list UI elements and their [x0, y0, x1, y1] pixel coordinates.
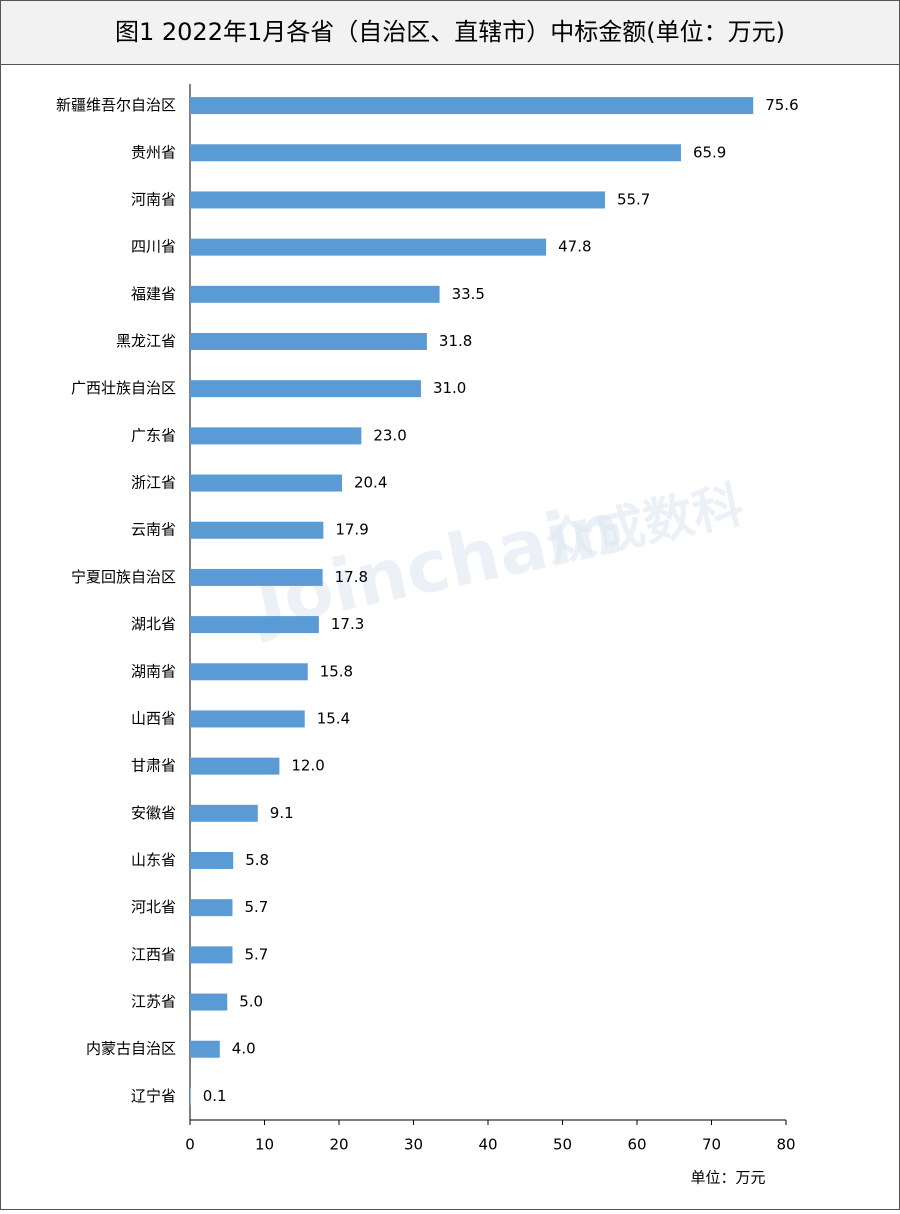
bar — [190, 380, 421, 398]
y-tick-label: 甘肃省 — [131, 757, 176, 775]
value-label: 5.7 — [244, 945, 268, 963]
y-tick-label: 湖北省 — [131, 615, 176, 633]
bar — [190, 804, 258, 822]
value-label: 0.1 — [203, 1087, 227, 1105]
bar — [190, 144, 681, 162]
y-tick-label: 广西壮族自治区 — [71, 379, 176, 397]
value-label: 31.0 — [433, 379, 466, 397]
y-tick-label: 湖南省 — [131, 662, 176, 680]
value-label: 9.1 — [270, 804, 294, 822]
y-tick-label: 江苏省 — [131, 993, 176, 1011]
value-label: 4.0 — [232, 1040, 256, 1058]
bar — [190, 427, 362, 445]
x-axis-label: 单位：万元 — [690, 1169, 765, 1187]
title-bar — [0, 0, 900, 65]
bar — [190, 238, 547, 256]
y-tick-label: 河北省 — [131, 898, 176, 916]
value-label: 15.8 — [320, 662, 353, 680]
value-label: 15.4 — [317, 709, 350, 727]
x-tick-label: 50 — [553, 1136, 572, 1154]
y-tick-label: 山东省 — [131, 851, 176, 869]
bar — [190, 333, 427, 350]
bar — [190, 521, 324, 539]
bar — [190, 663, 308, 681]
bar — [190, 191, 605, 209]
y-tick-label: 贵州省 — [131, 143, 176, 161]
bar — [190, 757, 280, 775]
x-tick-label: 80 — [776, 1136, 795, 1154]
y-tick-label: 宁夏回族自治区 — [71, 568, 176, 586]
x-tick-label: 70 — [702, 1136, 721, 1154]
value-label: 55.7 — [617, 190, 650, 208]
bar — [190, 1087, 191, 1105]
x-tick-label: 40 — [478, 1136, 497, 1154]
bar — [190, 616, 319, 634]
bar — [190, 474, 342, 492]
y-tick-label: 广东省 — [131, 426, 176, 444]
x-tick-label: 20 — [329, 1136, 348, 1154]
y-tick-label: 安徽省 — [131, 804, 176, 822]
y-tick-label: 福建省 — [131, 285, 176, 303]
value-label: 33.5 — [452, 285, 485, 303]
value-label: 17.3 — [331, 615, 364, 633]
bar — [190, 97, 754, 115]
x-tick-label: 0 — [185, 1136, 195, 1154]
value-label: 5.0 — [239, 993, 263, 1011]
value-label: 75.6 — [765, 96, 798, 114]
value-label: 31.8 — [439, 332, 472, 350]
bar — [190, 946, 233, 964]
value-label: 12.0 — [291, 757, 324, 775]
bar — [190, 568, 323, 586]
y-tick-label: 山西省 — [131, 709, 176, 727]
value-label: 20.4 — [354, 474, 387, 492]
value-label: 5.8 — [245, 851, 269, 869]
y-tick-label: 河南省 — [131, 190, 176, 208]
bar — [190, 993, 228, 1011]
bar — [190, 1040, 220, 1058]
value-label: 5.7 — [244, 898, 268, 916]
bar — [190, 285, 440, 303]
value-label: 17.9 — [335, 521, 368, 539]
y-tick-label: 辽宁省 — [131, 1087, 176, 1105]
bar — [190, 899, 233, 917]
value-label: 17.8 — [335, 568, 368, 586]
x-tick-label: 30 — [404, 1136, 423, 1154]
x-tick-label: 60 — [627, 1136, 646, 1154]
y-tick-label: 江西省 — [131, 945, 176, 963]
y-tick-label: 黑龙江省 — [116, 332, 176, 350]
bar — [190, 710, 305, 728]
y-tick-label: 四川省 — [131, 238, 176, 256]
y-tick-label: 云南省 — [131, 521, 176, 539]
y-tick-label: 浙江省 — [131, 474, 176, 492]
chart-title: 图1 2022年1月各省（自治区、直辖市）中标金额(单位：万元) — [115, 18, 785, 46]
y-tick-label: 新疆维吾尔自治区 — [56, 96, 176, 114]
y-tick-label: 内蒙古自治区 — [86, 1040, 176, 1058]
value-label: 47.8 — [558, 238, 591, 256]
value-label: 23.0 — [373, 426, 406, 444]
value-label: 65.9 — [693, 143, 726, 161]
bar — [190, 852, 234, 869]
x-tick-label: 10 — [255, 1136, 274, 1154]
